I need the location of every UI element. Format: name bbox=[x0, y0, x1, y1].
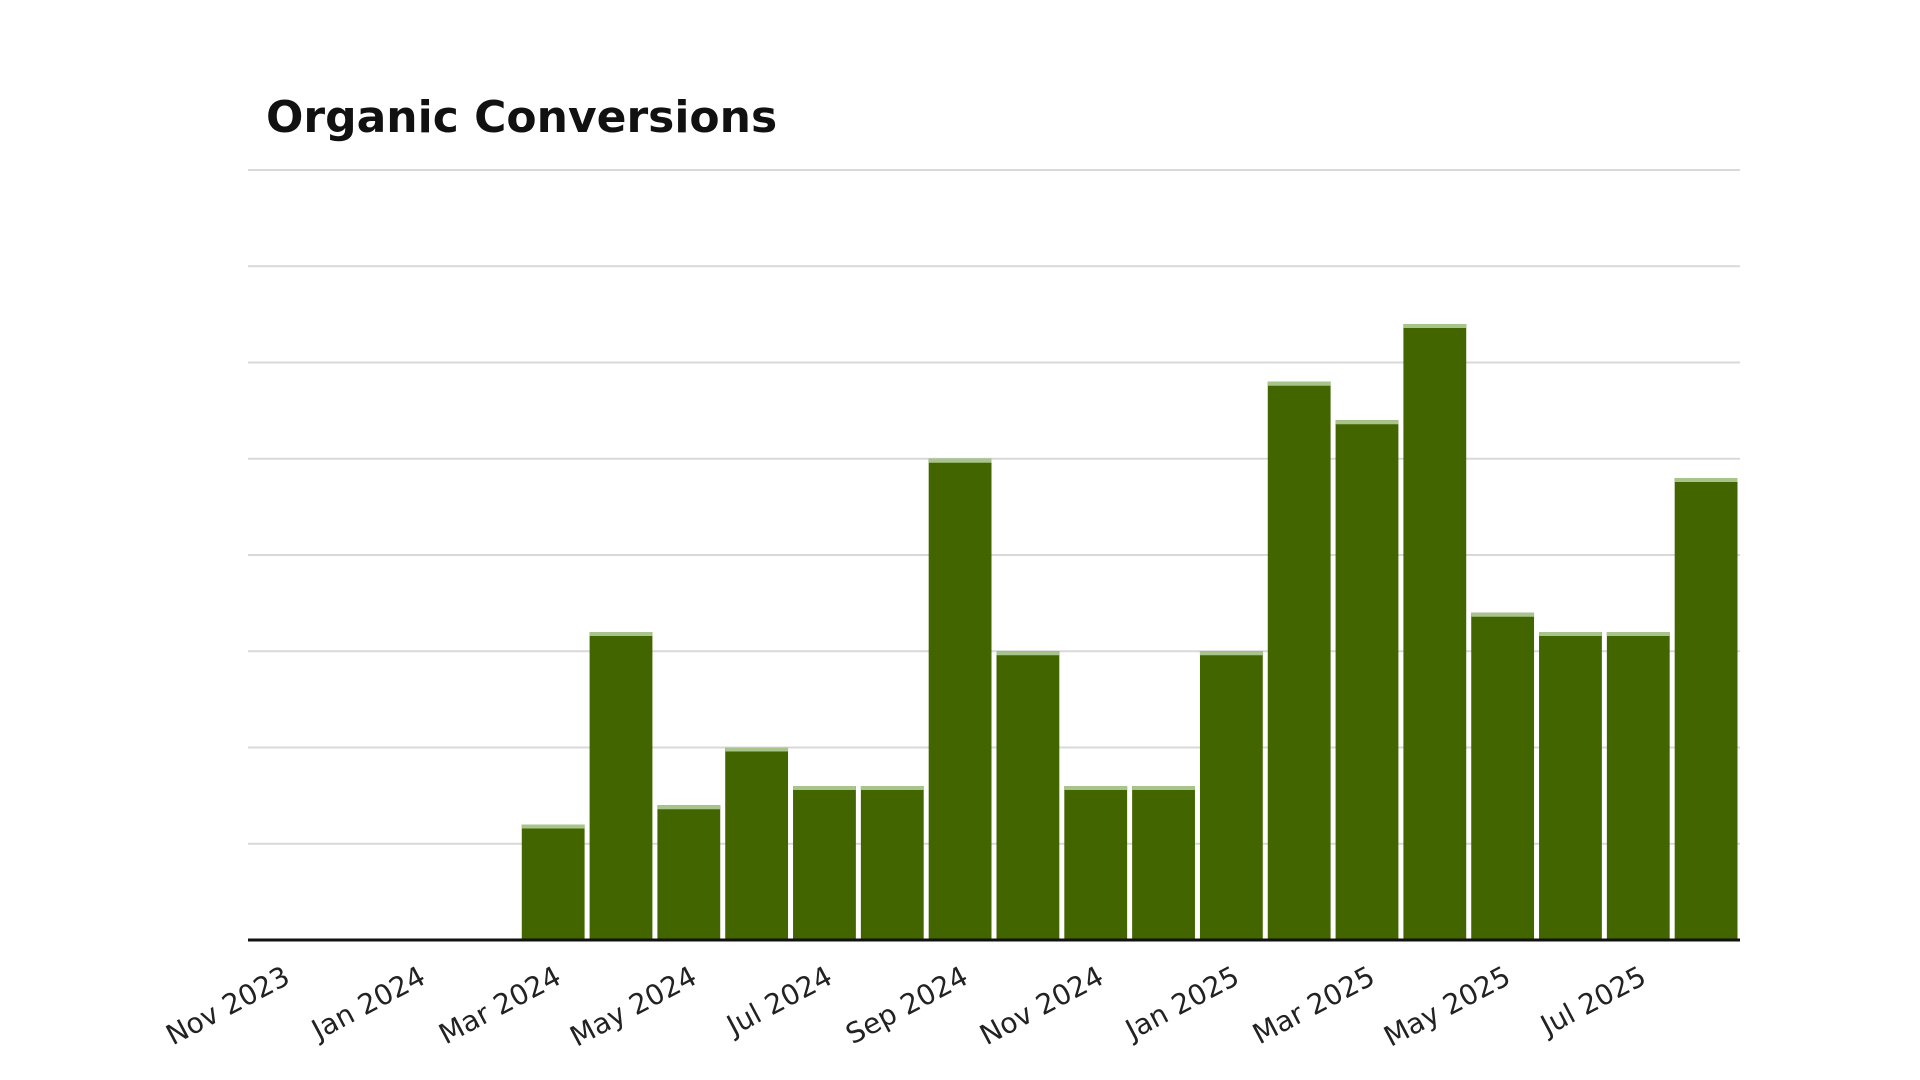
x-tick-label: Jan 2025 bbox=[1118, 959, 1244, 1047]
bar-cap bbox=[1199, 651, 1263, 656]
bar-cap bbox=[1606, 632, 1670, 636]
bar[interactable] bbox=[725, 747, 789, 941]
x-tick-label: Mar 2025 bbox=[1247, 959, 1380, 1051]
bars bbox=[521, 324, 1738, 941]
bar[interactable] bbox=[1606, 632, 1670, 940]
bar-cap bbox=[1539, 632, 1602, 636]
x-tick-label: Sep 2024 bbox=[840, 959, 973, 1051]
x-tick-label: Nov 2023 bbox=[161, 959, 296, 1051]
bar[interactable] bbox=[1539, 632, 1602, 940]
bar-cap bbox=[1471, 612, 1535, 617]
bar-cap bbox=[1674, 478, 1738, 482]
bar[interactable] bbox=[860, 786, 924, 940]
bar-cap bbox=[1132, 786, 1195, 790]
bar[interactable] bbox=[793, 786, 856, 940]
bar-cap bbox=[996, 651, 1060, 656]
bar-cap bbox=[928, 458, 992, 463]
x-tick-label: Nov 2024 bbox=[974, 959, 1109, 1051]
bar[interactable] bbox=[996, 651, 1060, 940]
x-tick-label: Jul 2025 bbox=[1534, 959, 1652, 1043]
bar[interactable] bbox=[1403, 324, 1467, 940]
bar[interactable] bbox=[1064, 786, 1128, 940]
bar[interactable] bbox=[928, 458, 992, 940]
bar[interactable] bbox=[1132, 786, 1195, 940]
bar-cap bbox=[657, 805, 721, 810]
bar-cap bbox=[1335, 420, 1399, 425]
bar[interactable] bbox=[1267, 381, 1331, 940]
bar[interactable] bbox=[1674, 478, 1738, 940]
bar-cap bbox=[589, 632, 653, 636]
bar-cap bbox=[725, 747, 789, 752]
x-tick-label: Jan 2024 bbox=[305, 959, 431, 1047]
bar[interactable] bbox=[521, 824, 585, 941]
bar-cap bbox=[1064, 786, 1128, 790]
x-tick-label: Jul 2024 bbox=[720, 959, 838, 1043]
bar-cap bbox=[521, 824, 585, 829]
bar[interactable] bbox=[1335, 420, 1399, 940]
bar[interactable] bbox=[1199, 651, 1263, 940]
bar[interactable] bbox=[589, 632, 653, 940]
bar[interactable] bbox=[657, 805, 721, 940]
chart-title: Organic Conversions bbox=[266, 92, 778, 143]
bar-cap bbox=[860, 786, 924, 790]
x-tick-label: May 2024 bbox=[565, 959, 702, 1053]
bar-cap bbox=[1267, 381, 1331, 386]
bar-cap bbox=[793, 786, 856, 790]
x-tick-label: Mar 2024 bbox=[433, 959, 566, 1051]
gridlines bbox=[248, 169, 1740, 845]
bar[interactable] bbox=[1471, 612, 1535, 940]
bar-cap bbox=[1403, 324, 1467, 328]
x-tick-label: May 2025 bbox=[1378, 959, 1515, 1053]
